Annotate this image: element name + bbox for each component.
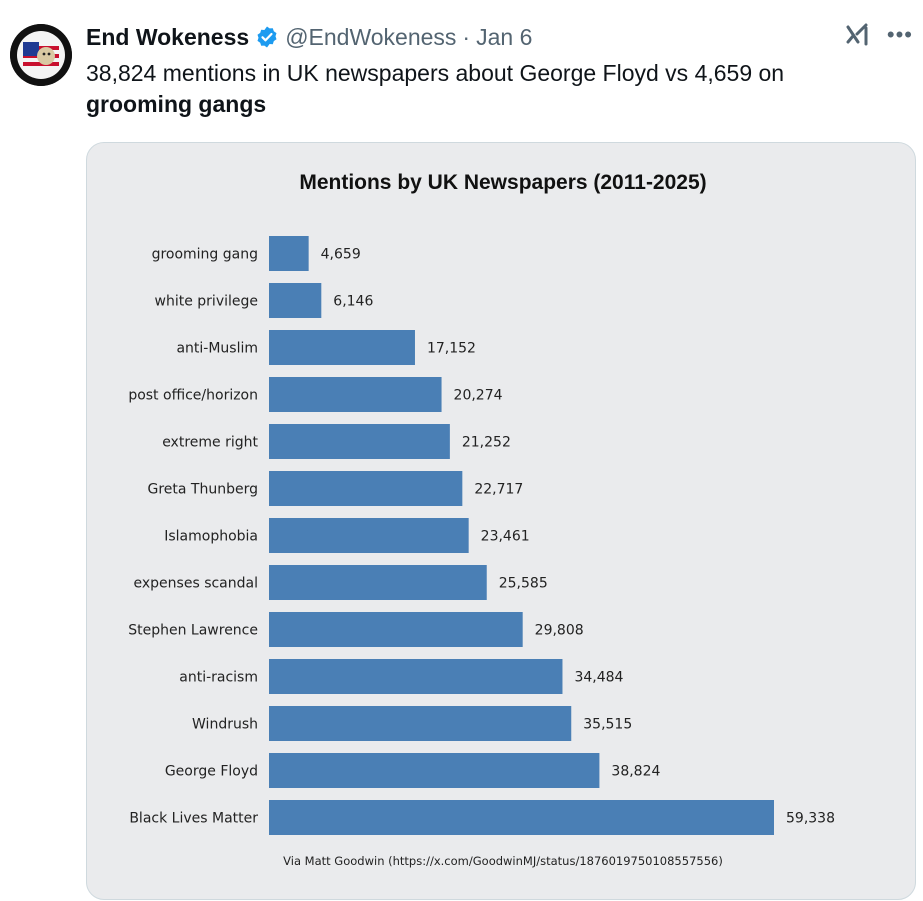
category-label: Greta Thunberg [148,482,259,498]
avatar-logo [10,24,72,86]
bar [269,753,600,788]
category-label: extreme right [162,435,258,451]
value-label: 25,585 [499,576,548,592]
bar [269,236,309,271]
tweet-header: End Wokeness @EndWokeness · Jan 6 [86,22,532,52]
bar [269,377,442,412]
value-label: 21,252 [462,435,511,451]
grok-icon[interactable] [843,20,873,50]
value-label: 6,146 [333,294,373,310]
tweet-text-main: 38,824 mentions in UK newspapers about G… [86,60,785,86]
category-label: Islamophobia [164,529,258,545]
chart-title: Mentions by UK Newspapers (2011-2025) [299,171,706,194]
bar [269,612,523,647]
tweet-actions-top: ••• [843,20,913,50]
tweet-text-bold: grooming gangs [86,91,267,117]
category-label: post office/horizon [128,388,258,404]
bars-group: grooming gang 4,659 white privilege 6,146 an… [128,236,835,835]
category-label: expenses scandal [134,576,258,592]
bar [269,565,487,600]
tweet-media-card[interactable]: Mentions by UK Newspapers (2011-2025) gr… [86,142,916,900]
value-label: 29,808 [535,623,584,639]
verified-badge-icon [255,25,279,49]
value-label: 23,461 [481,529,530,545]
bar [269,659,563,694]
avatar[interactable] [10,24,72,86]
bar-chart: Mentions by UK Newspapers (2011-2025) gr… [128,171,835,868]
category-label: Windrush [192,717,258,733]
tweet-text: 38,824 mentions in UK newspapers about G… [86,58,886,120]
category-label: Stephen Lawrence [128,623,258,639]
bar [269,283,322,318]
category-label: white privilege [155,294,258,310]
value-label: 20,274 [454,388,503,404]
author-name[interactable]: End Wokeness [86,23,250,50]
category-label: anti-racism [179,670,258,686]
value-label: 35,515 [583,717,632,733]
value-label: 22,717 [474,482,523,498]
chart-footer: Via Matt Goodwin (https://x.com/GoodwinM… [283,854,723,868]
value-label: 38,824 [611,764,660,780]
more-options-icon[interactable]: ••• [886,22,913,47]
category-label: grooming gang [152,247,258,263]
bar [269,518,469,553]
category-label: George Floyd [165,764,258,780]
bar [269,424,450,459]
author-handle[interactable]: @EndWokeness [285,23,457,50]
bar [269,706,572,741]
bar [269,471,463,506]
bar [269,330,415,365]
category-label: anti-Muslim [176,341,258,357]
category-label: Black Lives Matter [129,811,258,827]
separator-dot: · [462,23,471,50]
tweet-date[interactable]: Jan 6 [476,23,533,50]
bar [269,800,774,835]
value-label: 17,152 [427,341,476,357]
value-label: 4,659 [321,247,361,263]
value-label: 59,338 [786,811,835,827]
value-label: 34,484 [574,670,623,686]
